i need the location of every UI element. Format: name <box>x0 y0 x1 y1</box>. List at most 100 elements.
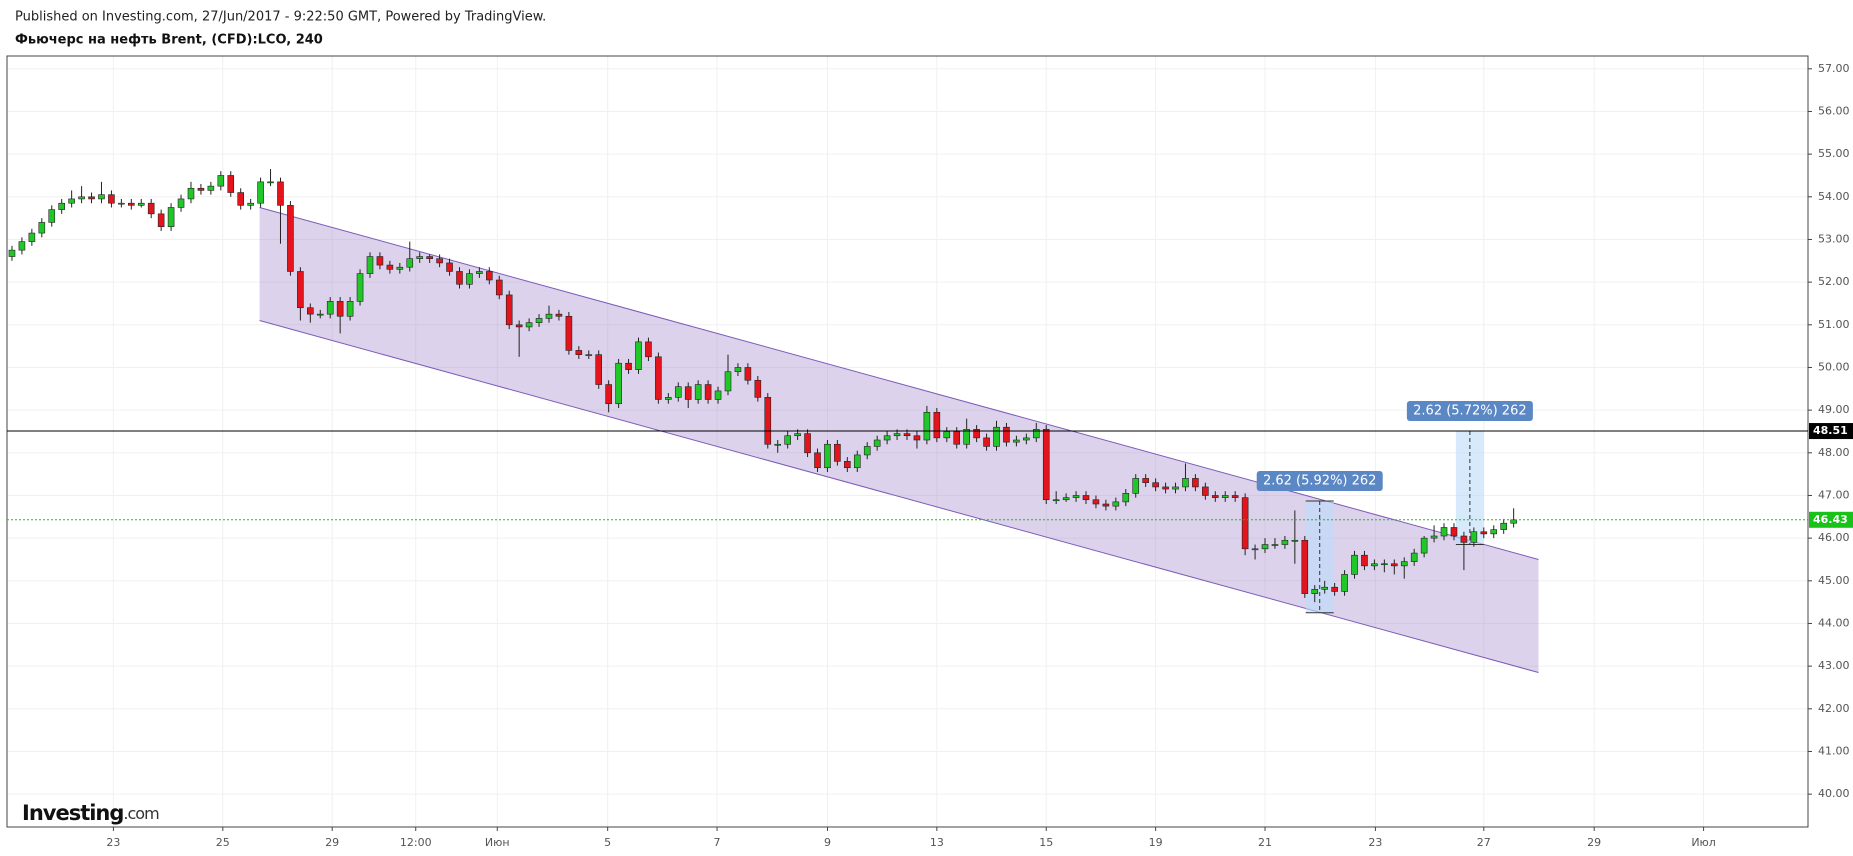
x-tick-label: Июн <box>485 836 510 849</box>
candle-body <box>1371 563 1378 567</box>
candle-body <box>38 222 46 234</box>
candle-body <box>535 318 543 323</box>
candle-body <box>655 356 662 400</box>
candle-body <box>1231 495 1239 498</box>
logo: Investing.com <box>22 801 159 825</box>
candle-body <box>366 256 374 274</box>
candle-body <box>794 433 801 437</box>
candle-body <box>187 187 195 200</box>
candle-body <box>853 454 861 469</box>
candle-body <box>1440 527 1448 537</box>
candle-body <box>983 437 990 447</box>
candle-body <box>1211 495 1219 498</box>
candle-body <box>495 279 503 296</box>
candle-body <box>754 379 762 398</box>
candle-body <box>1092 499 1100 505</box>
candle-body <box>197 187 205 191</box>
candle-body <box>28 232 36 242</box>
candle-body <box>575 350 583 355</box>
candle-body <box>1202 486 1209 496</box>
candle-body <box>157 213 165 227</box>
price-level-box <box>1809 511 1853 528</box>
y-tick-label: 48.00 <box>1818 446 1850 459</box>
candle-body <box>426 256 433 259</box>
candle-body <box>834 443 841 462</box>
candle-body <box>525 322 533 328</box>
candle-body <box>118 202 125 205</box>
candle-body <box>267 181 274 184</box>
candle-body <box>605 384 612 405</box>
candle-body <box>1241 497 1249 550</box>
candle-body <box>1042 429 1050 501</box>
x-tick-label: 12:00 <box>400 836 432 849</box>
candle-body <box>1062 497 1070 501</box>
candle-body <box>237 192 245 206</box>
y-tick-label: 40.00 <box>1818 787 1850 800</box>
candle-body <box>8 249 16 257</box>
candle-body <box>844 461 851 469</box>
candle-body <box>674 386 682 398</box>
candle-body <box>58 202 65 210</box>
candle-body <box>1400 561 1408 567</box>
candle-body <box>466 273 473 285</box>
candle-body <box>1361 554 1368 567</box>
candle-body <box>993 426 1000 447</box>
x-tick-label: 29 <box>325 836 339 849</box>
x-tick-label: 9 <box>824 836 831 849</box>
candle-body <box>167 207 175 227</box>
candle-body <box>1500 522 1507 530</box>
x-tick-label: Июл <box>1691 836 1716 849</box>
y-tick-label: 49.00 <box>1818 403 1850 416</box>
y-tick-label: 47.00 <box>1818 488 1850 501</box>
candle-body <box>645 341 652 358</box>
x-tick-label: 25 <box>216 836 230 849</box>
candle-body <box>476 271 483 274</box>
candle-body <box>147 202 155 215</box>
candle-body <box>1251 548 1259 551</box>
candle-body <box>316 313 324 316</box>
measure-label: 2.62 (5.92%) 262 <box>1263 474 1376 489</box>
candle-body <box>48 209 56 223</box>
candle-body <box>1271 544 1279 546</box>
candle-body <box>227 175 235 193</box>
candle-body <box>446 262 453 272</box>
y-tick-label: 57.00 <box>1818 62 1850 75</box>
candle-body <box>1052 499 1060 502</box>
candle-body <box>1221 495 1229 498</box>
y-tick-label: 52.00 <box>1818 275 1850 288</box>
channel <box>259 207 1539 673</box>
candle-body <box>893 433 901 437</box>
candle-body <box>1172 486 1179 490</box>
candle-body <box>545 313 553 319</box>
y-tick-label: 45.00 <box>1818 574 1850 587</box>
candle-body <box>943 431 951 439</box>
candle-body <box>88 196 95 200</box>
candle-body <box>1281 539 1289 545</box>
candle-body <box>724 371 732 392</box>
candle-body <box>1351 554 1358 575</box>
candle-body <box>1450 527 1458 537</box>
price-level-label: 48.51 <box>1813 424 1848 437</box>
candle-body <box>555 313 563 317</box>
candle-body <box>1142 478 1149 483</box>
candle-body <box>456 271 463 285</box>
y-tick-label: 56.00 <box>1818 104 1850 117</box>
candle-body <box>963 429 970 445</box>
measure-label: 2.62 (5.72%) 262 <box>1413 404 1526 419</box>
y-tick-label: 44.00 <box>1818 616 1850 629</box>
candle-body <box>615 362 622 405</box>
candle-body <box>486 271 493 281</box>
y-tick-label: 53.00 <box>1818 232 1850 245</box>
candle-body <box>1032 429 1040 439</box>
x-tick-label: 29 <box>1587 836 1601 849</box>
candle-body <box>68 198 75 204</box>
candle-body <box>704 384 712 400</box>
measure-box <box>1406 401 1533 422</box>
candle-body <box>824 443 831 469</box>
x-tick-label: 15 <box>1039 836 1053 849</box>
candle-body <box>734 367 742 373</box>
candle-body <box>416 256 424 259</box>
candle-body <box>108 194 115 204</box>
published-note: Published on Investing.com, 27/Jun/2017 … <box>15 10 546 25</box>
